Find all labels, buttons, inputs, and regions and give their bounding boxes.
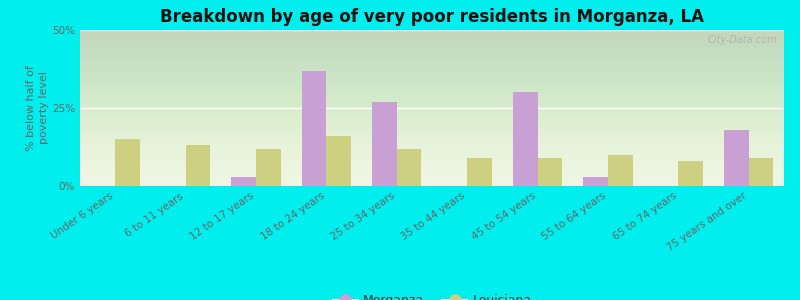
Bar	[302, 70, 326, 186]
Bar	[749, 158, 774, 186]
Bar	[256, 148, 281, 186]
Bar	[231, 177, 256, 186]
Bar	[186, 146, 210, 186]
Bar	[326, 136, 351, 186]
Bar	[115, 139, 140, 186]
Bar	[513, 92, 538, 186]
Bar	[583, 177, 608, 186]
Bar	[678, 161, 703, 186]
Bar	[724, 130, 749, 186]
Bar	[397, 148, 422, 186]
Bar	[372, 102, 397, 186]
Bar	[608, 155, 633, 186]
Title: Breakdown by age of very poor residents in Morganza, LA: Breakdown by age of very poor residents …	[160, 8, 704, 26]
Text: City-Data.com: City-Data.com	[707, 35, 777, 45]
Bar	[467, 158, 492, 186]
Bar	[538, 158, 562, 186]
Y-axis label: % below half of
poverty level: % below half of poverty level	[26, 65, 50, 151]
Legend: Morganza, Louisiana: Morganza, Louisiana	[327, 289, 537, 300]
